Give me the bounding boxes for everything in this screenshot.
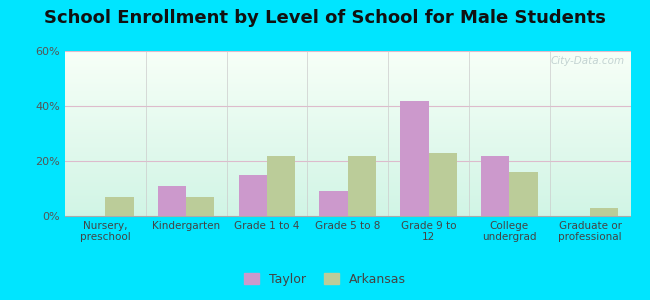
Bar <box>481 155 510 216</box>
Bar <box>105 197 134 216</box>
Bar <box>267 155 295 216</box>
Bar <box>320 191 348 216</box>
Text: School Enrollment by Level of School for Male Students: School Enrollment by Level of School for… <box>44 9 606 27</box>
Bar <box>239 175 267 216</box>
Bar <box>428 153 457 216</box>
Bar <box>400 100 428 216</box>
Bar <box>158 186 186 216</box>
Bar <box>186 197 214 216</box>
Bar <box>348 155 376 216</box>
Bar <box>590 208 618 216</box>
Text: City-Data.com: City-Data.com <box>551 56 625 66</box>
Legend: Taylor, Arkansas: Taylor, Arkansas <box>239 268 411 291</box>
Bar <box>510 172 538 216</box>
